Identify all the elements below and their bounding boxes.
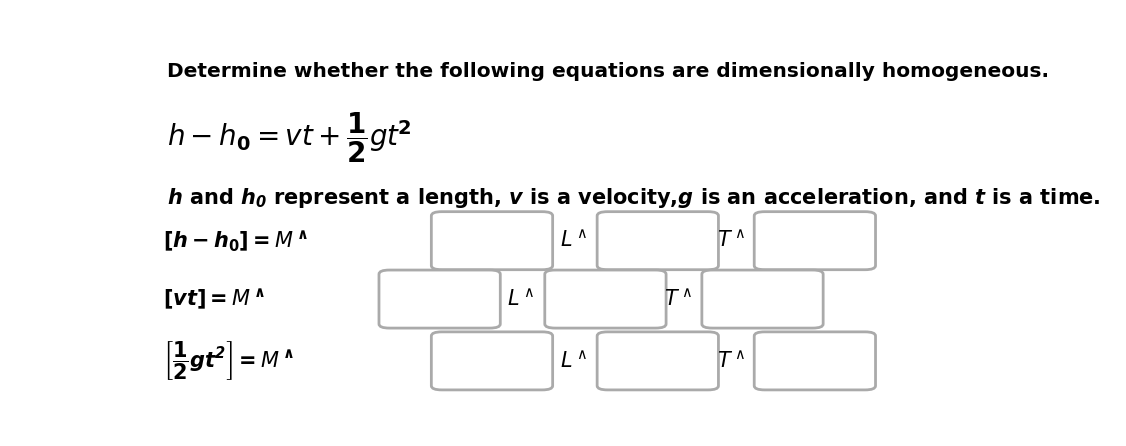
Text: $\mathit{L}^\wedge$: $\mathit{L}^\wedge$ bbox=[560, 350, 587, 372]
Text: $\left[\dfrac{\mathbf{1}}{\mathbf{2}}\bfit{g}\bfit{t}^2\right] = \mathit{M}^\wed: $\left[\dfrac{\mathbf{1}}{\mathbf{2}}\bf… bbox=[162, 339, 294, 382]
Text: $\mathit{T}^\wedge$: $\mathit{T}^\wedge$ bbox=[716, 230, 744, 252]
FancyBboxPatch shape bbox=[597, 212, 718, 270]
FancyBboxPatch shape bbox=[545, 270, 667, 328]
FancyBboxPatch shape bbox=[431, 212, 553, 270]
Text: $\bfit{h}$ and $\bfit{h}_0$ represent a length, $\bfit{v}$ is a velocity,$\bfit{: $\bfit{h}$ and $\bfit{h}_0$ represent a … bbox=[167, 186, 1100, 210]
Text: $\mathit{L}^\wedge$: $\mathit{L}^\wedge$ bbox=[560, 230, 587, 252]
FancyBboxPatch shape bbox=[754, 212, 876, 270]
Text: $\mathbf{[}\bfit{h} - \bfit{h}_\mathbf{0}\mathbf{]} = \mathit{M}^\wedge$: $\mathbf{[}\bfit{h} - \bfit{h}_\mathbf{0… bbox=[162, 228, 307, 253]
Text: $\mathit{T}^\wedge$: $\mathit{T}^\wedge$ bbox=[716, 350, 744, 372]
FancyBboxPatch shape bbox=[597, 332, 718, 390]
Text: $\mathbf{[}\bfit{vt}\mathbf{]} = \mathit{M}^\wedge$: $\mathbf{[}\bfit{vt}\mathbf{]} = \mathit… bbox=[162, 287, 265, 311]
Text: Determine whether the following equations are dimensionally homogeneous.: Determine whether the following equation… bbox=[167, 62, 1049, 81]
FancyBboxPatch shape bbox=[379, 270, 500, 328]
Text: $\mathit{L}^\wedge$: $\mathit{L}^\wedge$ bbox=[507, 288, 534, 310]
FancyBboxPatch shape bbox=[754, 332, 876, 390]
Text: $\mathit{T}^\wedge$: $\mathit{T}^\wedge$ bbox=[664, 288, 692, 310]
Text: $\mathbf{\it{h}} - \mathbf{\it{h}}_\mathbf{0} = \mathbf{\it{vt}} + \dfrac{\mathb: $\mathbf{\it{h}} - \mathbf{\it{h}}_\math… bbox=[167, 110, 412, 165]
FancyBboxPatch shape bbox=[701, 270, 823, 328]
FancyBboxPatch shape bbox=[431, 332, 553, 390]
